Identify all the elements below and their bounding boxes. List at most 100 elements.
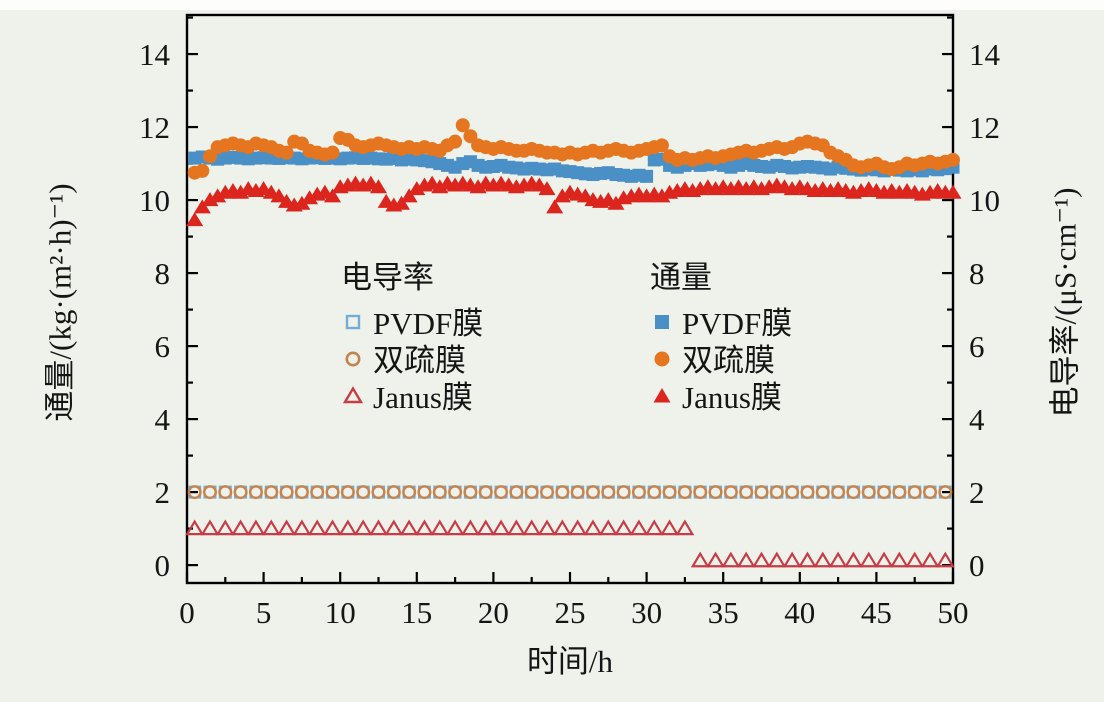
data-point-marker [555,485,570,500]
data-point-marker [353,519,373,536]
data-point-marker [754,485,769,500]
data-point-marker [186,212,204,227]
data-point-marker [307,519,327,536]
data-point-marker [538,181,556,196]
legend-item-label: 双疏膜 [373,343,466,378]
top-margin-strip [0,0,1104,10]
data-point-marker [892,485,907,500]
data-point-marker [417,485,432,500]
legend-title-flux: 通量 [650,260,712,295]
data-point-marker [356,485,371,500]
data-point-marker [415,519,434,536]
series-2 [185,519,955,568]
data-point-marker [767,551,787,568]
data-point-marker [386,485,401,500]
data-point-marker [293,195,311,210]
x-tick-label: 45 [861,595,892,630]
data-point-marker [209,188,227,203]
data-point-marker [185,519,205,536]
data-point-marker [431,179,449,194]
x-tick-label: 15 [401,595,432,630]
data-point-marker [690,551,710,568]
data-point-marker [662,485,677,500]
y-axis-title-right: 电导率/(μS·cm⁻¹) [1047,187,1083,418]
y-left-tick-label: 14 [139,37,171,72]
data-point-marker [585,485,600,500]
data-point-marker [874,551,894,568]
data-point-marker [323,519,342,536]
legend-item: 双疏膜 [341,339,483,378]
data-point-marker [938,485,953,500]
data-point-marker [631,485,646,500]
y-right-tick-label: 14 [969,37,1001,72]
data-point-marker [402,485,417,500]
y-right-tick-label: 2 [969,475,985,510]
data-point-marker [469,179,487,194]
data-point-marker [552,519,572,536]
data-point-marker [494,485,509,500]
data-point-marker [905,551,925,568]
data-point-marker [708,485,723,500]
legend-item: Janus膜 [650,376,792,415]
data-point-marker [859,551,879,568]
data-point-marker [583,519,603,536]
data-point-marker [522,519,542,536]
data-point-marker [675,519,695,536]
data-point-marker [506,519,526,536]
legend-item-label: Janus膜 [682,380,782,415]
data-point-marker [455,118,470,133]
data-point-marker [432,485,447,500]
data-point-marker [324,188,342,203]
data-point-marker [706,551,725,568]
data-point-marker [815,485,830,500]
data-point-marker [232,184,250,199]
y-right-tick-label: 0 [969,548,985,583]
filled-square-icon [650,310,674,332]
open-triangle-icon [341,384,365,406]
legend-item-label: Janus膜 [373,380,473,415]
data-point-marker [923,485,938,500]
data-point-marker [877,485,892,500]
legend-item-label: PVDF膜 [373,306,484,341]
data-point-marker [491,519,511,536]
data-point-marker [828,551,848,568]
triangle-glyph [653,387,671,402]
data-point-marker [920,551,940,568]
y-left-tick-label: 4 [155,402,171,437]
data-point-marker [338,519,358,536]
legend-item-label: 双疏膜 [682,343,775,378]
data-point-marker [448,485,463,500]
data-point-marker [445,519,465,536]
data-point-marker [614,519,634,536]
data-point-marker [200,519,220,536]
y-right-tick-label: 6 [969,329,985,364]
data-point-marker [524,485,539,500]
data-point-marker [660,519,680,536]
data-point-marker [202,485,217,500]
data-point-marker [861,485,876,500]
data-point-marker [231,519,251,536]
data-point-marker [739,485,754,500]
data-point-marker [813,551,833,568]
data-point-marker [843,551,863,568]
y-left-tick-label: 2 [155,475,171,510]
square-glyph [655,314,669,329]
data-point-marker [907,485,922,500]
y-left-tick-label: 6 [155,329,171,364]
data-point-marker [369,519,388,536]
data-point-marker [677,485,692,500]
data-point-marker [546,199,564,214]
data-point-marker [292,519,312,536]
data-point-marker [408,181,426,196]
data-point-marker [463,485,478,500]
circle-glyph [654,351,670,366]
legend-item: PVDF膜 [341,302,483,341]
data-point-marker [460,519,480,536]
data-point-marker [647,485,662,500]
y-right-tick-label: 12 [969,110,1000,145]
y-right-tick-label: 4 [969,402,985,437]
data-point-marker [629,519,649,536]
data-point-marker [193,199,211,214]
x-tick-label: 40 [784,595,815,630]
